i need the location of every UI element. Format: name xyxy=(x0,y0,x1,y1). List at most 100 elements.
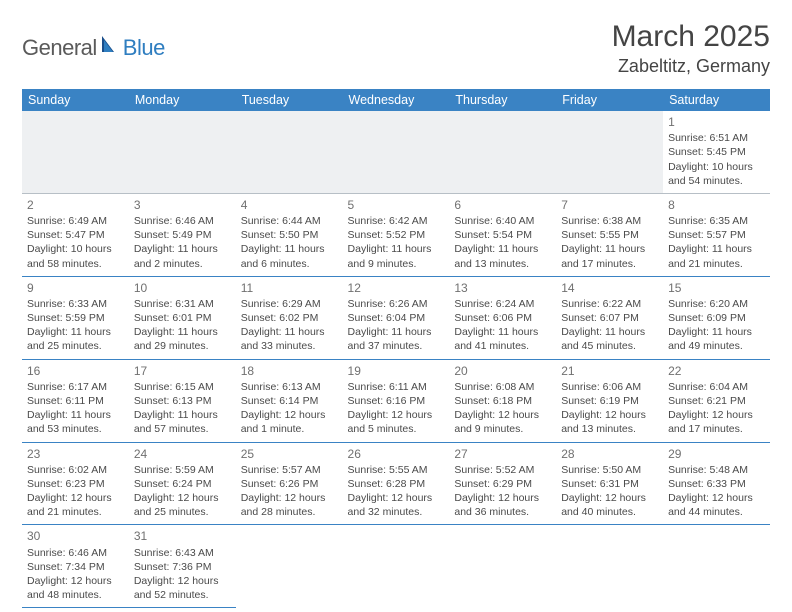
day-number: 10 xyxy=(134,280,231,296)
month-title: March 2025 xyxy=(612,20,770,54)
sunset-text: Sunset: 5:59 PM xyxy=(27,311,124,325)
sunrise-text: Sunrise: 6:43 AM xyxy=(134,546,231,560)
sunset-text: Sunset: 6:14 PM xyxy=(241,394,338,408)
calendar-day-cell xyxy=(556,525,663,608)
sunset-text: Sunset: 6:23 PM xyxy=(27,477,124,491)
day-number: 21 xyxy=(561,363,658,379)
day-number: 8 xyxy=(668,197,765,213)
daylight-text: Daylight: 10 hours and 54 minutes. xyxy=(668,160,765,188)
calendar-day-cell: 8Sunrise: 6:35 AMSunset: 5:57 PMDaylight… xyxy=(663,193,770,276)
sunset-text: Sunset: 6:07 PM xyxy=(561,311,658,325)
sunrise-text: Sunrise: 6:24 AM xyxy=(454,297,551,311)
sunset-text: Sunset: 5:54 PM xyxy=(454,228,551,242)
calendar-day-cell: 29Sunrise: 5:48 AMSunset: 6:33 PMDayligh… xyxy=(663,442,770,525)
calendar-week-row: 30Sunrise: 6:46 AMSunset: 7:34 PMDayligh… xyxy=(22,525,770,608)
calendar-day-cell xyxy=(449,525,556,608)
weekday-header: Friday xyxy=(556,89,663,111)
calendar-week-row: 1Sunrise: 6:51 AMSunset: 5:45 PMDaylight… xyxy=(22,111,770,193)
daylight-text: Daylight: 11 hours and 45 minutes. xyxy=(561,325,658,353)
day-number: 9 xyxy=(27,280,124,296)
sunset-text: Sunset: 6:04 PM xyxy=(348,311,445,325)
daylight-text: Daylight: 12 hours and 9 minutes. xyxy=(454,408,551,436)
calendar-day-cell xyxy=(236,525,343,608)
daylight-text: Daylight: 12 hours and 48 minutes. xyxy=(27,574,124,602)
calendar-day-cell: 22Sunrise: 6:04 AMSunset: 6:21 PMDayligh… xyxy=(663,359,770,442)
daylight-text: Daylight: 12 hours and 36 minutes. xyxy=(454,491,551,519)
day-number: 2 xyxy=(27,197,124,213)
calendar-day-cell: 10Sunrise: 6:31 AMSunset: 6:01 PMDayligh… xyxy=(129,276,236,359)
daylight-text: Daylight: 11 hours and 13 minutes. xyxy=(454,242,551,270)
calendar-day-cell xyxy=(663,525,770,608)
calendar-table: SundayMondayTuesdayWednesdayThursdayFrid… xyxy=(22,89,770,608)
calendar-week-row: 2Sunrise: 6:49 AMSunset: 5:47 PMDaylight… xyxy=(22,193,770,276)
sunrise-text: Sunrise: 6:42 AM xyxy=(348,214,445,228)
sunrise-text: Sunrise: 6:20 AM xyxy=(668,297,765,311)
sunset-text: Sunset: 7:36 PM xyxy=(134,560,231,574)
daylight-text: Daylight: 10 hours and 58 minutes. xyxy=(27,242,124,270)
sunset-text: Sunset: 5:47 PM xyxy=(27,228,124,242)
daylight-text: Daylight: 12 hours and 28 minutes. xyxy=(241,491,338,519)
day-number: 20 xyxy=(454,363,551,379)
day-number: 26 xyxy=(348,446,445,462)
day-number: 4 xyxy=(241,197,338,213)
daylight-text: Daylight: 12 hours and 40 minutes. xyxy=(561,491,658,519)
day-number: 6 xyxy=(454,197,551,213)
calendar-day-cell: 14Sunrise: 6:22 AMSunset: 6:07 PMDayligh… xyxy=(556,276,663,359)
calendar-day-cell: 23Sunrise: 6:02 AMSunset: 6:23 PMDayligh… xyxy=(22,442,129,525)
day-number: 1 xyxy=(668,114,765,130)
sunrise-text: Sunrise: 6:02 AM xyxy=(27,463,124,477)
calendar-day-cell: 3Sunrise: 6:46 AMSunset: 5:49 PMDaylight… xyxy=(129,193,236,276)
calendar-day-cell: 5Sunrise: 6:42 AMSunset: 5:52 PMDaylight… xyxy=(343,193,450,276)
sunset-text: Sunset: 5:45 PM xyxy=(668,145,765,159)
sunrise-text: Sunrise: 6:40 AM xyxy=(454,214,551,228)
daylight-text: Daylight: 12 hours and 32 minutes. xyxy=(348,491,445,519)
sunset-text: Sunset: 6:21 PM xyxy=(668,394,765,408)
sunrise-text: Sunrise: 5:48 AM xyxy=(668,463,765,477)
daylight-text: Daylight: 12 hours and 44 minutes. xyxy=(668,491,765,519)
calendar-day-cell: 2Sunrise: 6:49 AMSunset: 5:47 PMDaylight… xyxy=(22,193,129,276)
calendar-day-cell: 17Sunrise: 6:15 AMSunset: 6:13 PMDayligh… xyxy=(129,359,236,442)
daylight-text: Daylight: 11 hours and 53 minutes. xyxy=(27,408,124,436)
day-number: 15 xyxy=(668,280,765,296)
calendar-week-row: 16Sunrise: 6:17 AMSunset: 6:11 PMDayligh… xyxy=(22,359,770,442)
calendar-day-cell xyxy=(343,111,450,193)
weekday-header: Sunday xyxy=(22,89,129,111)
day-number: 16 xyxy=(27,363,124,379)
calendar-day-cell xyxy=(343,525,450,608)
day-number: 27 xyxy=(454,446,551,462)
sunset-text: Sunset: 6:26 PM xyxy=(241,477,338,491)
sunset-text: Sunset: 6:31 PM xyxy=(561,477,658,491)
daylight-text: Daylight: 12 hours and 21 minutes. xyxy=(27,491,124,519)
daylight-text: Daylight: 11 hours and 6 minutes. xyxy=(241,242,338,270)
weekday-header: Monday xyxy=(129,89,236,111)
daylight-text: Daylight: 11 hours and 17 minutes. xyxy=(561,242,658,270)
calendar-day-cell: 16Sunrise: 6:17 AMSunset: 6:11 PMDayligh… xyxy=(22,359,129,442)
weekday-header: Thursday xyxy=(449,89,556,111)
calendar-day-cell xyxy=(129,111,236,193)
day-number: 31 xyxy=(134,528,231,544)
sunrise-text: Sunrise: 6:26 AM xyxy=(348,297,445,311)
daylight-text: Daylight: 11 hours and 29 minutes. xyxy=(134,325,231,353)
sunset-text: Sunset: 6:24 PM xyxy=(134,477,231,491)
daylight-text: Daylight: 12 hours and 13 minutes. xyxy=(561,408,658,436)
sunset-text: Sunset: 5:50 PM xyxy=(241,228,338,242)
sunrise-text: Sunrise: 6:04 AM xyxy=(668,380,765,394)
calendar-week-row: 9Sunrise: 6:33 AMSunset: 5:59 PMDaylight… xyxy=(22,276,770,359)
weekday-header: Tuesday xyxy=(236,89,343,111)
sunset-text: Sunset: 6:09 PM xyxy=(668,311,765,325)
sunrise-text: Sunrise: 6:17 AM xyxy=(27,380,124,394)
day-number: 23 xyxy=(27,446,124,462)
logo-text-general: General xyxy=(22,35,97,61)
calendar-day-cell: 26Sunrise: 5:55 AMSunset: 6:28 PMDayligh… xyxy=(343,442,450,525)
day-number: 3 xyxy=(134,197,231,213)
sunset-text: Sunset: 7:34 PM xyxy=(27,560,124,574)
calendar-day-cell: 21Sunrise: 6:06 AMSunset: 6:19 PMDayligh… xyxy=(556,359,663,442)
sunset-text: Sunset: 5:49 PM xyxy=(134,228,231,242)
daylight-text: Daylight: 11 hours and 49 minutes. xyxy=(668,325,765,353)
weekday-header: Wednesday xyxy=(343,89,450,111)
day-number: 28 xyxy=(561,446,658,462)
daylight-text: Daylight: 11 hours and 57 minutes. xyxy=(134,408,231,436)
day-number: 29 xyxy=(668,446,765,462)
calendar-day-cell: 24Sunrise: 5:59 AMSunset: 6:24 PMDayligh… xyxy=(129,442,236,525)
sunset-text: Sunset: 6:02 PM xyxy=(241,311,338,325)
